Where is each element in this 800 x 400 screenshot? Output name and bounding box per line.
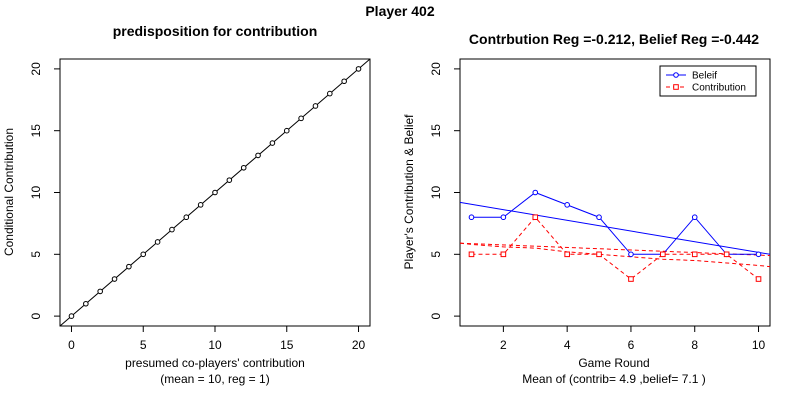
right-series-line-contribution bbox=[471, 216, 759, 280]
left-x-tick-label: 10 bbox=[208, 338, 222, 352]
right-y-axis-label: Player's Contribution & Belief bbox=[402, 114, 416, 270]
right-point-contribution bbox=[532, 214, 539, 221]
left-data-point bbox=[341, 78, 347, 85]
right-point-contribution bbox=[691, 251, 698, 258]
figure-title: Player 402 bbox=[365, 3, 434, 19]
right-series-line-beleif bbox=[471, 191, 759, 255]
right-point-contribution bbox=[564, 251, 570, 258]
left-data-point bbox=[240, 164, 247, 171]
left-data-point bbox=[126, 263, 132, 270]
right-point-beleif bbox=[628, 251, 634, 258]
right-point-beleif bbox=[468, 214, 475, 221]
legend-label-beleif: Beleif bbox=[692, 71, 717, 82]
right-x-axis-sublabel: Mean of (contrib= 4.9 ,belief= 7.1 ) bbox=[522, 372, 705, 386]
left-x-tick-label: 20 bbox=[352, 338, 366, 352]
left-panel: predisposition for contribution 0 5 10 15 20… bbox=[2, 23, 371, 386]
right-fit-line-contribution-linear bbox=[459, 242, 771, 257]
right-y-tick-label: 10 bbox=[429, 186, 443, 200]
right-y-tick-label: 5 bbox=[429, 251, 443, 258]
right-point-contribution bbox=[755, 276, 762, 282]
left-data-point bbox=[197, 202, 204, 208]
legend-marker-beleif bbox=[673, 72, 679, 78]
left-data-point bbox=[327, 90, 333, 97]
right-x-tick-label: 10 bbox=[752, 338, 766, 352]
left-data-point bbox=[111, 276, 118, 282]
right-x-tick-label: 4 bbox=[564, 338, 571, 352]
right-x-axis: 2 4 6 8 10 bbox=[500, 326, 766, 352]
left-data-point bbox=[140, 251, 147, 258]
left-y-tick-label: 10 bbox=[29, 186, 43, 200]
left-x-axis-label: presumed co-players' contribution bbox=[125, 356, 305, 370]
right-point-contribution bbox=[628, 276, 634, 282]
right-y-axis: 0 5 10 15 20 bbox=[429, 62, 460, 319]
left-data-points bbox=[68, 66, 362, 319]
left-data-point bbox=[183, 214, 190, 221]
left-y-axis-label: Conditional Contribution bbox=[2, 128, 16, 256]
right-series-lines bbox=[468, 189, 762, 282]
left-x-axis-sublabel: (mean = 10, reg = 1) bbox=[160, 372, 269, 386]
right-fit-line-beleif-linear bbox=[459, 201, 771, 255]
right-point-beleif bbox=[596, 214, 602, 221]
right-point-contribution bbox=[660, 251, 666, 258]
right-y-tick-label: 0 bbox=[429, 312, 443, 319]
left-data-point bbox=[83, 300, 89, 307]
right-point-contribution bbox=[723, 251, 730, 258]
right-point-beleif bbox=[532, 189, 539, 196]
right-point-contribution bbox=[468, 251, 475, 258]
left-x-axis: 0 5 10 15 20 bbox=[68, 326, 366, 352]
left-data-point bbox=[269, 140, 276, 146]
left-data-point bbox=[169, 226, 175, 233]
left-data-point bbox=[255, 152, 261, 159]
right-chart-title: Contrbution Reg =-0.212, Belief Reg =-0.… bbox=[469, 31, 759, 47]
right-point-beleif bbox=[564, 202, 570, 208]
left-y-tick-label: 5 bbox=[29, 251, 43, 258]
right-point-contribution bbox=[500, 251, 507, 258]
right-x-tick-label: 8 bbox=[691, 338, 698, 352]
left-x-tick-label: 5 bbox=[140, 338, 147, 352]
left-data-point bbox=[312, 103, 319, 109]
left-y-tick-label: 15 bbox=[29, 124, 43, 138]
left-y-tick-label: 0 bbox=[29, 312, 43, 319]
right-point-beleif bbox=[691, 214, 698, 221]
right-x-tick-label: 6 bbox=[628, 338, 635, 352]
left-chart-title: predisposition for contribution bbox=[113, 23, 318, 39]
left-data-point bbox=[212, 189, 218, 196]
right-x-axis-label: Game Round bbox=[578, 356, 649, 370]
legend-label-contribution: Contribution bbox=[692, 83, 746, 94]
left-data-point bbox=[97, 288, 103, 295]
left-data-point bbox=[298, 115, 304, 122]
right-plot-frame bbox=[459, 58, 771, 327]
left-data-point bbox=[226, 177, 233, 183]
legend-marker-contribution bbox=[673, 84, 679, 90]
left-y-axis: 0 5 10 15 20 bbox=[29, 62, 60, 319]
left-data-point bbox=[68, 313, 75, 319]
legend-box bbox=[659, 65, 757, 97]
left-data-point bbox=[154, 239, 161, 245]
left-data-point bbox=[355, 66, 362, 72]
left-data-point bbox=[283, 127, 290, 134]
right-point-beleif bbox=[500, 214, 507, 221]
left-x-tick-label: 15 bbox=[280, 338, 294, 352]
left-x-tick-label: 0 bbox=[68, 338, 75, 352]
right-point-contribution bbox=[596, 251, 602, 258]
right-y-tick-label: 20 bbox=[429, 62, 443, 76]
right-x-tick-label: 2 bbox=[500, 338, 507, 352]
right-panel: Contrbution Reg =-0.212, Belief Reg =-0.… bbox=[402, 31, 771, 386]
right-fit-line-contribution-smooth bbox=[459, 242, 771, 268]
left-y-tick-label: 20 bbox=[29, 62, 43, 76]
right-point-beleif bbox=[755, 251, 762, 258]
right-regression-lines bbox=[459, 201, 771, 268]
right-y-tick-label: 15 bbox=[429, 124, 443, 138]
